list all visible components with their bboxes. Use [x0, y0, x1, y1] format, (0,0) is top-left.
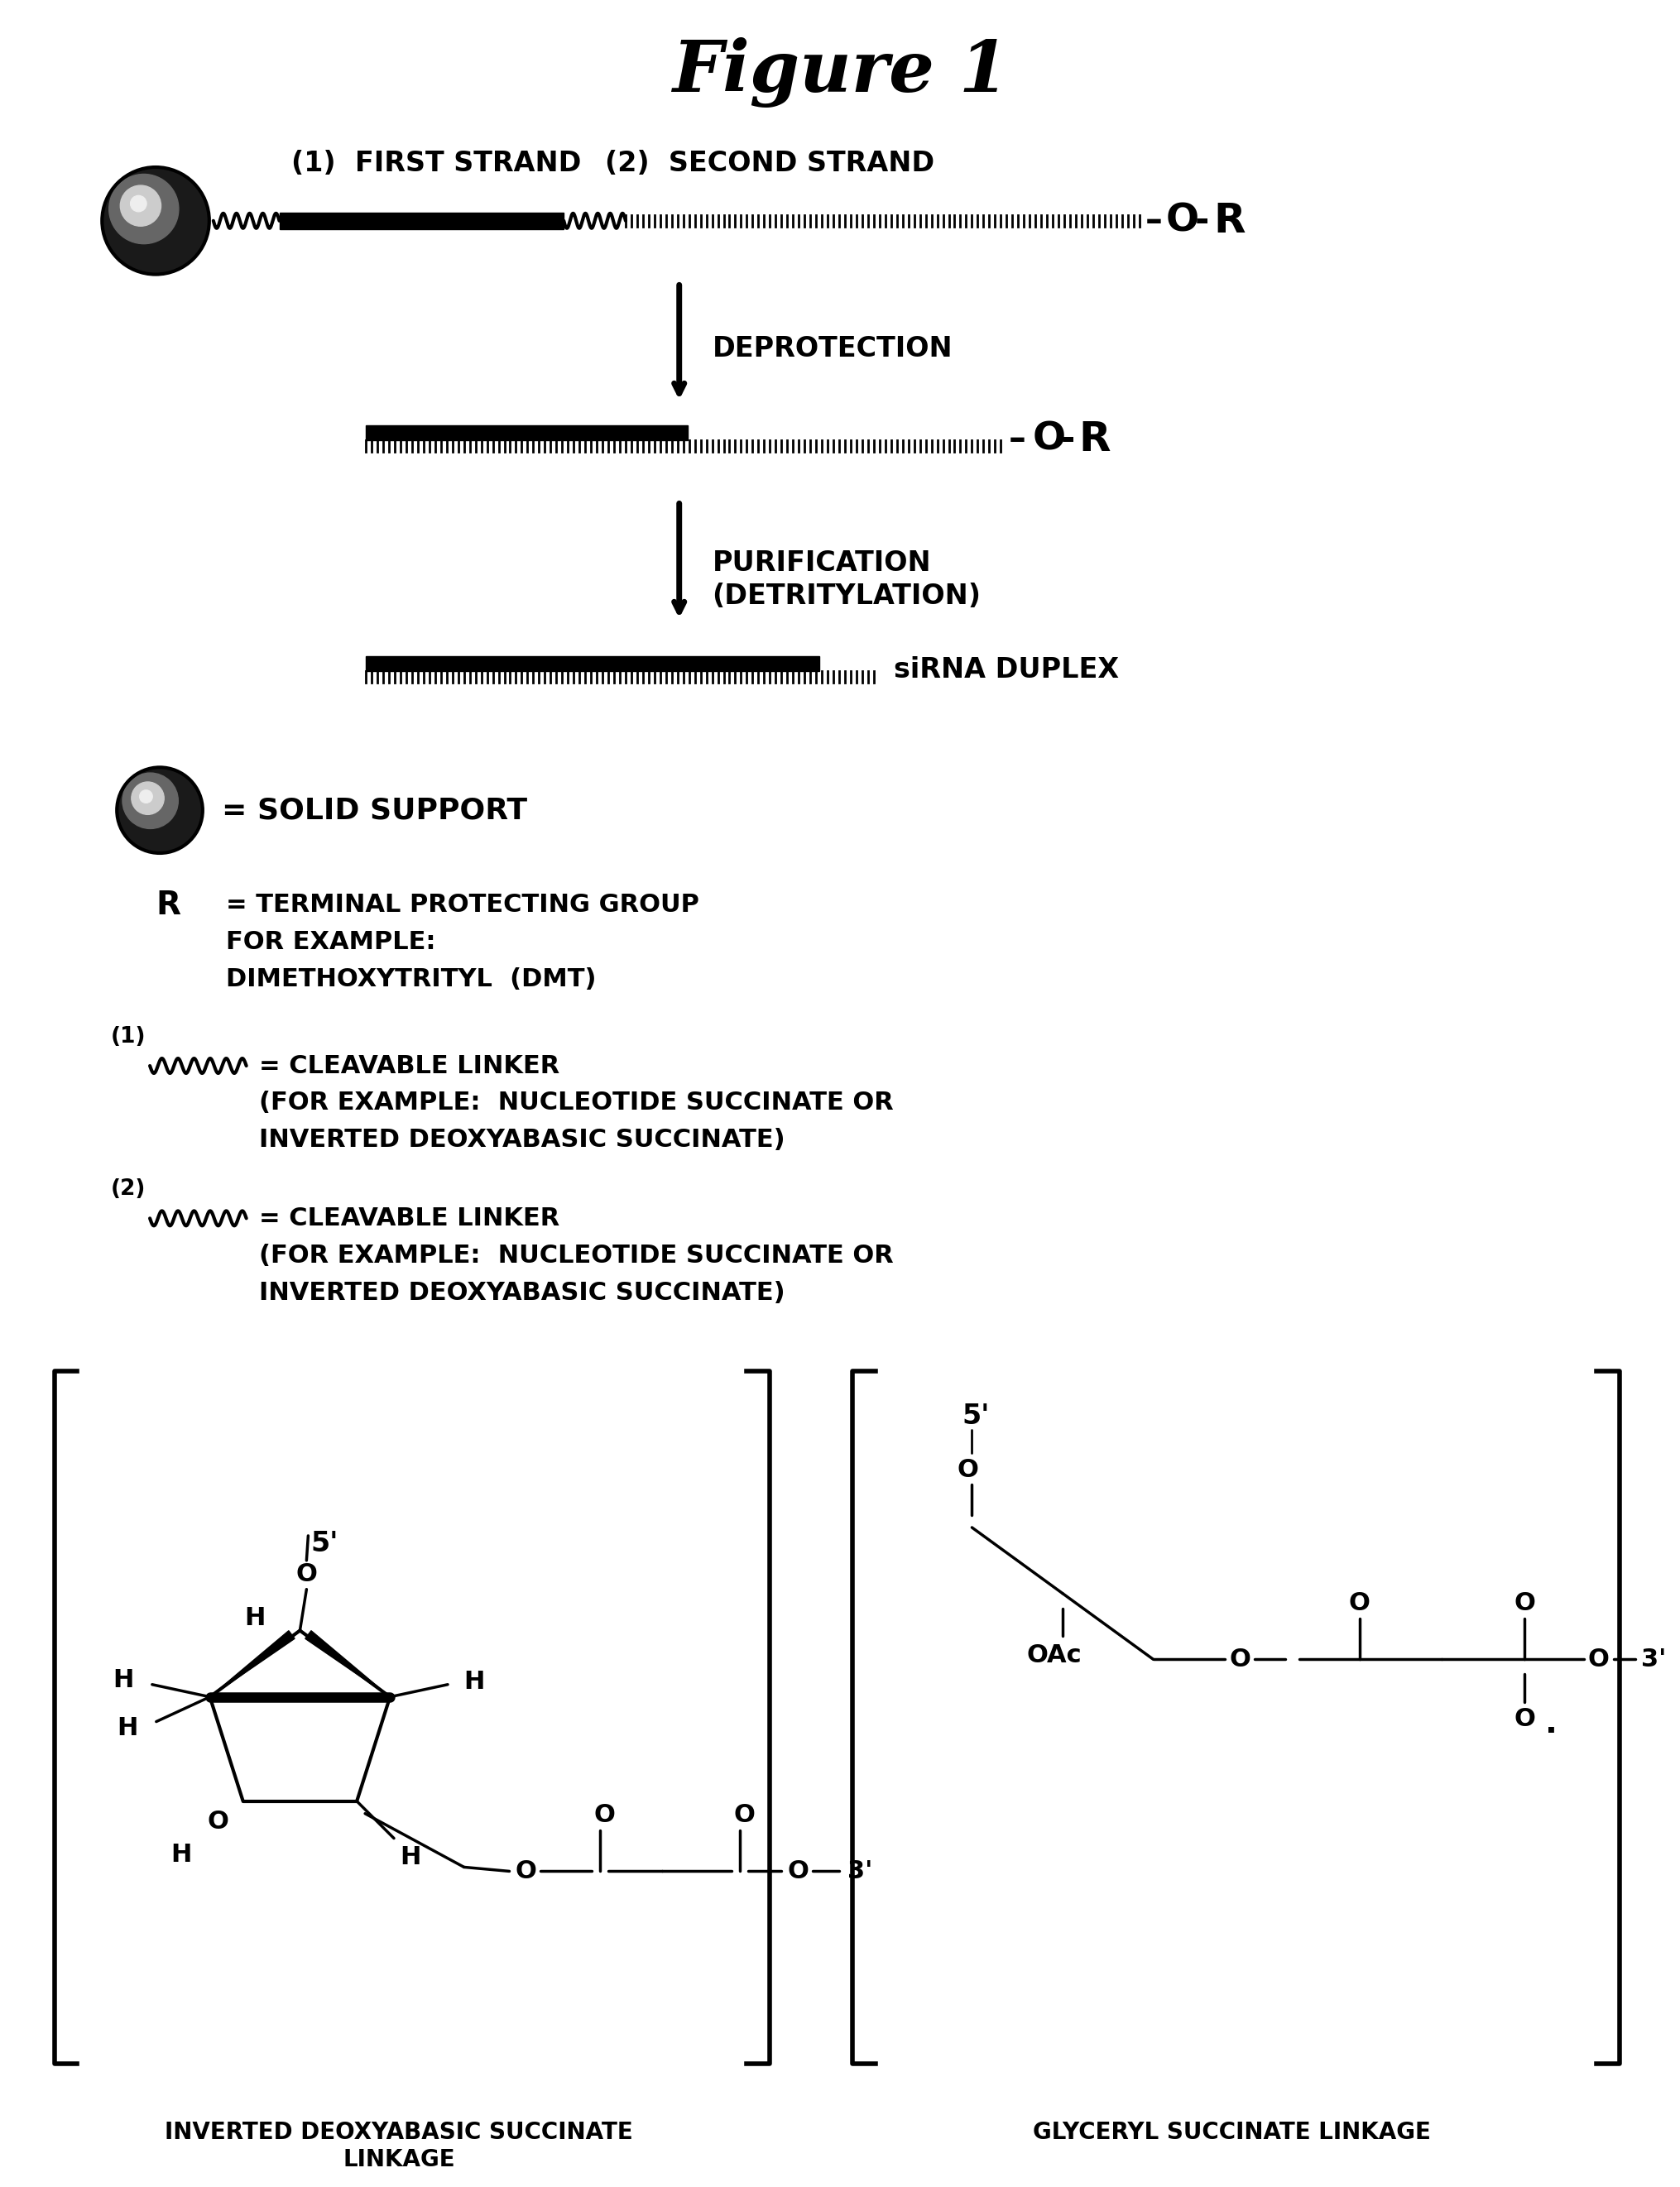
Text: H: H	[400, 1846, 422, 1870]
Text: H: H	[113, 1669, 134, 1693]
Text: DIMETHOXYTRITYL  (DMT): DIMETHOXYTRITYL (DMT)	[225, 967, 596, 991]
Text: = CLEAVABLE LINKER: = CLEAVABLE LINKER	[259, 1054, 559, 1078]
Text: Figure 1: Figure 1	[672, 37, 1008, 107]
Text: (2): (2)	[111, 1179, 146, 1201]
Text: O: O	[1166, 201, 1200, 238]
Text: 3': 3'	[847, 1859, 872, 1883]
Text: INVERTED DEOXYABASIC SUCCINATE): INVERTED DEOXYABASIC SUCCINATE)	[259, 1128, 785, 1153]
Text: O: O	[734, 1804, 754, 1826]
Bar	[366, 656, 820, 671]
Text: 5': 5'	[311, 1531, 338, 1557]
Text: = CLEAVABLE LINKER: = CLEAVABLE LINKER	[259, 1207, 559, 1231]
Text: O: O	[296, 1562, 318, 1586]
Text: -: -	[1062, 422, 1075, 457]
Text: H: H	[118, 1717, 138, 1741]
Text: (DETRITYLATION): (DETRITYLATION)	[712, 582, 981, 610]
Text: INVERTED DEOXYABASIC SUCCINATE): INVERTED DEOXYABASIC SUCCINATE)	[259, 1282, 785, 1303]
Text: = SOLID SUPPORT: = SOLID SUPPORT	[222, 796, 528, 824]
Text: O: O	[208, 1811, 228, 1833]
Text: O: O	[958, 1459, 978, 1483]
Text: .: .	[1546, 1708, 1557, 1739]
Text: O: O	[593, 1804, 615, 1826]
Text: (1)  FIRST STRAND: (1) FIRST STRAND	[292, 149, 581, 177]
Text: O: O	[1514, 1706, 1536, 1730]
Text: (FOR EXAMPLE:  NUCLEOTIDE SUCCINATE OR: (FOR EXAMPLE: NUCLEOTIDE SUCCINATE OR	[259, 1244, 894, 1268]
Text: GLYCERYL SUCCINATE LINKAGE: GLYCERYL SUCCINATE LINKAGE	[1033, 2121, 1431, 2143]
Text: (FOR EXAMPLE:  NUCLEOTIDE SUCCINATE OR: (FOR EXAMPLE: NUCLEOTIDE SUCCINATE OR	[259, 1091, 894, 1115]
Circle shape	[123, 772, 178, 829]
Text: DEPROTECTION: DEPROTECTION	[712, 335, 953, 363]
Text: O: O	[516, 1859, 536, 1883]
Text: O: O	[1349, 1592, 1371, 1616]
Text: O: O	[788, 1859, 808, 1883]
Text: H: H	[244, 1605, 265, 1629]
Text: O: O	[1230, 1647, 1250, 1671]
Text: R: R	[1079, 420, 1110, 459]
Circle shape	[102, 166, 210, 273]
Text: –: –	[1146, 203, 1163, 238]
Circle shape	[139, 790, 153, 803]
Text: R: R	[1213, 201, 1245, 241]
Text: (1): (1)	[111, 1026, 146, 1048]
Circle shape	[131, 195, 146, 212]
Bar	[366, 424, 687, 440]
Text: OAc: OAc	[1026, 1642, 1082, 1666]
Bar	[279, 212, 564, 230]
Text: O: O	[1032, 420, 1065, 457]
Text: H: H	[171, 1844, 192, 1868]
Text: 5': 5'	[963, 1402, 990, 1430]
Text: FOR EXAMPLE:: FOR EXAMPLE:	[225, 929, 435, 954]
Text: –: –	[1010, 422, 1026, 457]
Circle shape	[109, 175, 178, 243]
Text: 3': 3'	[1641, 1647, 1667, 1671]
Circle shape	[121, 186, 161, 225]
Text: H: H	[464, 1671, 484, 1695]
Text: R: R	[156, 890, 180, 921]
Text: O: O	[1588, 1647, 1609, 1671]
Text: siRNA DUPLEX: siRNA DUPLEX	[894, 656, 1119, 685]
Text: INVERTED DEOXYABASIC SUCCINATE
LINKAGE: INVERTED DEOXYABASIC SUCCINATE LINKAGE	[165, 2121, 633, 2172]
Circle shape	[131, 783, 165, 814]
Polygon shape	[306, 1632, 390, 1697]
Text: PURIFICATION: PURIFICATION	[712, 549, 931, 577]
Text: O: O	[1514, 1592, 1536, 1616]
Circle shape	[118, 768, 203, 853]
Polygon shape	[210, 1632, 294, 1697]
Text: = TERMINAL PROTECTING GROUP: = TERMINAL PROTECTING GROUP	[225, 892, 699, 916]
Text: -: -	[1194, 203, 1210, 238]
Text: (2)  SECOND STRAND: (2) SECOND STRAND	[605, 149, 934, 177]
